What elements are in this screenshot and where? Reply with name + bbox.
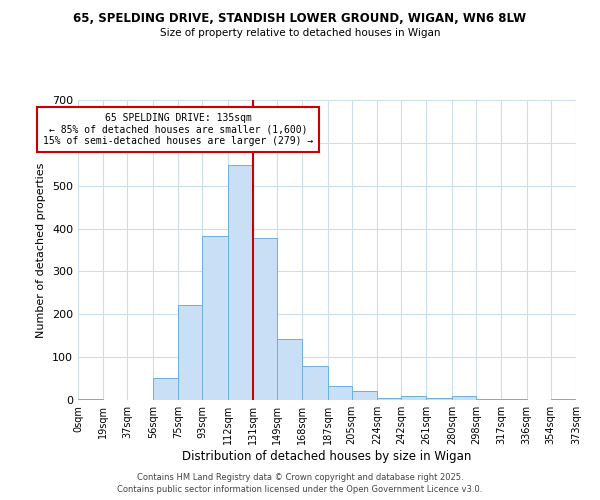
Text: Contains public sector information licensed under the Open Government Licence v3: Contains public sector information licen… <box>118 485 482 494</box>
Text: Size of property relative to detached houses in Wigan: Size of property relative to detached ho… <box>160 28 440 38</box>
Bar <box>352 392 377 400</box>
Bar <box>227 164 253 400</box>
Text: 65, SPELDING DRIVE, STANDISH LOWER GROUND, WIGAN, WN6 8LW: 65, SPELDING DRIVE, STANDISH LOWER GROUN… <box>73 12 527 26</box>
Bar <box>476 399 501 400</box>
Bar <box>202 236 227 400</box>
Bar <box>377 398 401 400</box>
X-axis label: Distribution of detached houses by size in Wigan: Distribution of detached houses by size … <box>182 450 472 463</box>
Bar <box>153 378 178 400</box>
Bar <box>401 396 427 400</box>
Bar <box>78 399 103 400</box>
Text: Contains HM Land Registry data © Crown copyright and database right 2025.: Contains HM Land Registry data © Crown c… <box>137 472 463 482</box>
Y-axis label: Number of detached properties: Number of detached properties <box>37 162 46 338</box>
Bar <box>427 398 452 400</box>
Text: 65 SPELDING DRIVE: 135sqm
← 85% of detached houses are smaller (1,600)
15% of se: 65 SPELDING DRIVE: 135sqm ← 85% of detac… <box>43 113 313 146</box>
Bar <box>501 399 527 400</box>
Bar <box>302 366 328 400</box>
Bar <box>452 396 476 400</box>
Bar <box>178 305 202 400</box>
Bar <box>253 238 277 400</box>
Bar <box>551 399 576 400</box>
Bar <box>277 338 302 400</box>
Bar <box>328 386 352 400</box>
